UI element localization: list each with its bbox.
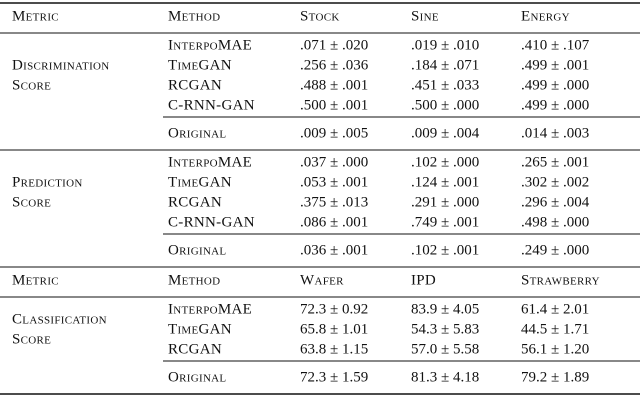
- score-cell: .302 ± .002: [521, 174, 589, 190]
- score-cell: 72.3 ± 0.92: [300, 301, 368, 317]
- score-cell: 83.9 ± 4.05: [411, 301, 479, 317]
- method-name: Original: [168, 369, 226, 385]
- score-cell: .037 ± .000: [300, 154, 368, 170]
- score-cell: .053 ± .001: [300, 174, 368, 190]
- method-name: C-RNN-GAN: [168, 97, 255, 113]
- score-cell: .499 ± .000: [521, 97, 589, 113]
- score-cell: .102 ± .001: [411, 242, 479, 258]
- score-cell: .036 ± .001: [300, 242, 368, 258]
- score-cell: .071 ± .020: [300, 37, 368, 53]
- metric-label: Prediction: [12, 174, 83, 190]
- score-cell: 61.4 ± 2.01: [521, 301, 589, 317]
- column-header: Metric: [12, 272, 59, 288]
- score-cell: .124 ± .001: [411, 174, 479, 190]
- metric-label: Score: [12, 77, 51, 93]
- score-cell: .410 ± .107: [521, 37, 590, 53]
- method-name: TimeGAN: [168, 174, 232, 190]
- method-name: C-RNN-GAN: [168, 214, 255, 230]
- score-cell: .749 ± .001: [411, 214, 479, 230]
- score-cell: .184 ± .071: [411, 57, 479, 73]
- score-cell: 56.1 ± 1.20: [521, 341, 589, 357]
- score-cell: .488 ± .001: [300, 77, 368, 93]
- column-header: Stock: [300, 8, 340, 24]
- score-cell: 81.3 ± 4.18: [411, 369, 479, 385]
- metric-label: Classification: [12, 311, 107, 327]
- score-cell: .086 ± .001: [300, 214, 368, 230]
- method-name: TimeGAN: [168, 57, 232, 73]
- column-header: IPD: [411, 272, 436, 288]
- method-name: RCGAN: [168, 77, 222, 93]
- score-cell: 57.0 ± 5.58: [411, 341, 479, 357]
- score-cell: .498 ± .000: [521, 214, 589, 230]
- score-cell: 72.3 ± 1.59: [300, 369, 368, 385]
- column-header: Sine: [411, 8, 439, 24]
- score-cell: 54.3 ± 5.83: [411, 321, 479, 337]
- score-cell: .019 ± .010: [411, 37, 479, 53]
- score-cell: .009 ± .004: [411, 125, 480, 141]
- score-cell: 63.8 ± 1.15: [300, 341, 368, 357]
- score-cell: .265 ± .001: [521, 154, 589, 170]
- metric-label: Discrimination: [12, 57, 110, 73]
- score-cell: 79.2 ± 1.89: [521, 369, 589, 385]
- score-cell: .499 ± .001: [521, 57, 589, 73]
- column-header: Method: [168, 8, 220, 24]
- score-cell: .500 ± .001: [300, 97, 368, 113]
- method-name: TimeGAN: [168, 321, 232, 337]
- score-cell: 65.8 ± 1.01: [300, 321, 368, 337]
- score-cell: .102 ± .000: [411, 154, 479, 170]
- score-cell: .500 ± .000: [411, 97, 479, 113]
- method-name: InterpoMAE: [168, 37, 252, 53]
- method-name: RCGAN: [168, 341, 222, 357]
- column-header: Strawberry: [521, 272, 600, 288]
- score-cell: 44.5 ± 1.71: [521, 321, 589, 337]
- score-cell: .451 ± .033: [411, 77, 479, 93]
- method-name: Original: [168, 125, 226, 141]
- column-header: Energy: [521, 8, 570, 24]
- column-header: Method: [168, 272, 220, 288]
- score-cell: .256 ± .036: [300, 57, 369, 73]
- column-header: Metric: [12, 8, 59, 24]
- metric-label: Score: [12, 331, 51, 347]
- score-cell: .296 ± .004: [521, 194, 590, 210]
- score-cell: .014 ± .003: [521, 125, 589, 141]
- metric-label: Score: [12, 194, 51, 210]
- score-cell: .291 ± .000: [411, 194, 479, 210]
- method-name: RCGAN: [168, 194, 222, 210]
- method-name: InterpoMAE: [168, 154, 252, 170]
- score-cell: .009 ± .005: [300, 125, 368, 141]
- method-name: InterpoMAE: [168, 301, 252, 317]
- method-name: Original: [168, 242, 226, 258]
- score-cell: .499 ± .000: [521, 77, 589, 93]
- column-header: Wafer: [300, 272, 344, 288]
- score-cell: .375 ± .013: [300, 194, 368, 210]
- score-cell: .249 ± .000: [521, 242, 589, 258]
